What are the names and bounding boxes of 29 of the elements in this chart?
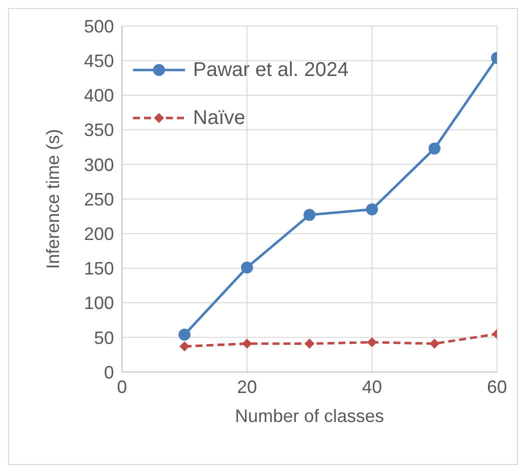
point <box>241 262 253 274</box>
y-tick-label: 150 <box>84 258 114 279</box>
point <box>304 208 316 221</box>
y-tick-label: 300 <box>84 154 114 175</box>
point <box>304 338 314 349</box>
y-tick-label: 400 <box>84 86 114 106</box>
point <box>242 338 252 349</box>
point <box>430 338 440 349</box>
x-tick-label: 20 <box>236 376 258 397</box>
x-tick-label: 0 <box>116 376 128 397</box>
y-tick-label: 50 <box>94 328 114 348</box>
y-tick-label: 450 <box>84 50 114 71</box>
x-axis-title: Number of classes <box>234 406 384 426</box>
y-tick-label: 350 <box>84 120 114 140</box>
legend-label: Pawar et al. 2024 <box>193 58 349 82</box>
legend-label: Naïve <box>193 106 246 130</box>
point <box>367 337 377 348</box>
point <box>428 142 440 154</box>
point <box>180 341 190 352</box>
x-tick-label: 60 <box>486 376 508 397</box>
y-tick-label: 200 <box>84 224 114 244</box>
point <box>366 203 378 216</box>
x-tick-label: 40 <box>362 376 382 397</box>
y-tick-label: 500 <box>84 16 114 36</box>
y-tick-label: 250 <box>84 189 114 210</box>
y-axis-title: Inference time (s) <box>43 128 63 270</box>
y-tick-label: 0 <box>104 362 114 382</box>
point <box>178 328 190 341</box>
y-tick-label: 100 <box>84 293 114 314</box>
